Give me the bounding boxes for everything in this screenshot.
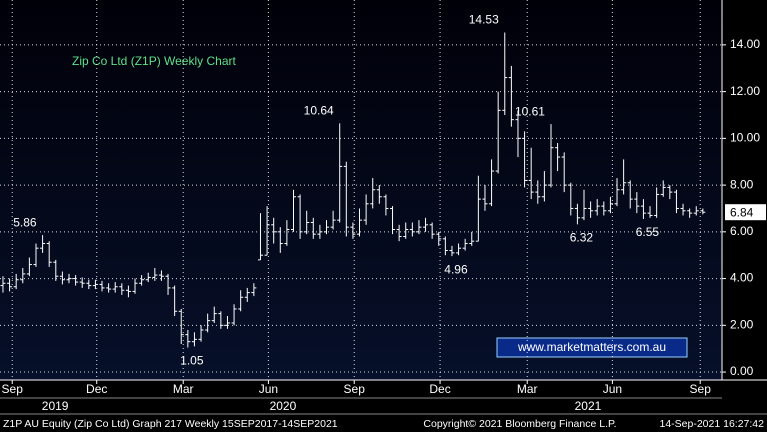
x-tick-label: Dec	[86, 382, 107, 396]
y-tick-label: 10.00	[730, 131, 760, 145]
annotation: 5.86	[13, 215, 37, 229]
y-tick-label: 14.00	[730, 37, 760, 51]
y-tick-label: 4.00	[730, 271, 754, 285]
x-tick-label: Jun	[603, 382, 622, 396]
last-price-box	[725, 204, 766, 221]
watermark: www.marketmatters.com.au	[517, 340, 666, 354]
annotation: 4.96	[444, 262, 468, 276]
x-tick-label: Mar	[517, 382, 538, 396]
footer-right: 14-Sep-2021 16:27:42	[659, 418, 764, 430]
x-tick-label: Dec	[429, 382, 450, 396]
footer-left: Z1P AU Equity (Zip Co Ltd) Graph 217 Wee…	[3, 418, 338, 430]
annotation: 1.05	[180, 354, 204, 368]
annotation: 10.61	[515, 104, 545, 118]
x-tick-label: Sep	[690, 382, 712, 396]
annotation: 6.32	[570, 231, 594, 245]
plot-area	[0, 0, 722, 380]
annotation: 14.53	[469, 13, 499, 27]
chart-title: Zip Co Ltd (Z1P) Weekly Chart	[72, 54, 236, 68]
annotation: 6.55	[636, 225, 660, 239]
x-tick-label: Sep	[344, 382, 366, 396]
y-tick-label: 6.00	[730, 224, 754, 238]
y-tick-label: 12.00	[730, 84, 760, 98]
last-price-label: 6.84	[730, 205, 754, 219]
footer-center: Copyright© 2021 Bloomberg Finance L.P.	[423, 418, 616, 430]
y-tick-label: 0.00	[730, 364, 754, 378]
y-tick-label: 8.00	[730, 177, 754, 191]
x-tick-label: Sep	[2, 382, 24, 396]
watermark-box	[496, 337, 688, 358]
x-year-label: 2019	[42, 399, 69, 413]
x-tick-label: Jun	[259, 382, 278, 396]
x-year-label: 2020	[270, 399, 297, 413]
annotation: 10.64	[304, 104, 334, 118]
x-tick-label: Mar	[173, 382, 194, 396]
y-tick-label: 2.00	[730, 317, 754, 331]
x-year-label: 2021	[575, 399, 602, 413]
